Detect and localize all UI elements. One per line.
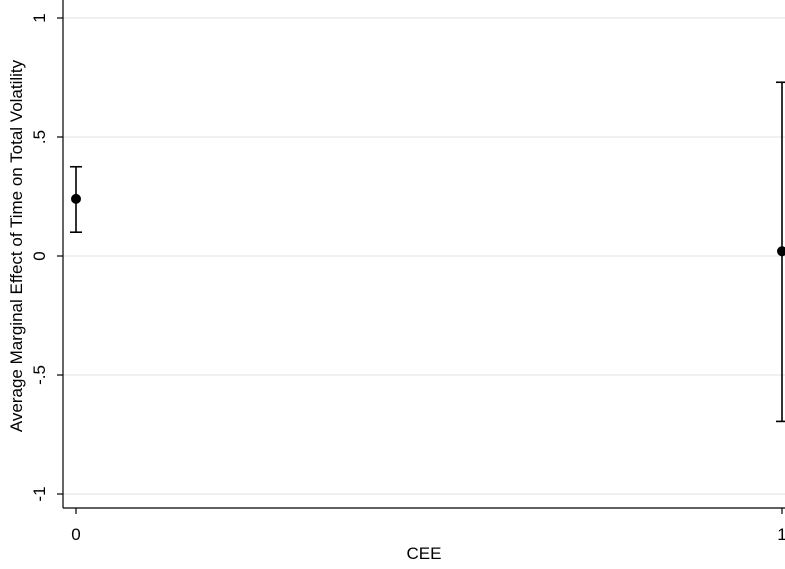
x-axis-title: CEE: [407, 544, 442, 563]
point-marker-0: [71, 193, 81, 204]
y-tick-label-1: -.5: [30, 365, 49, 385]
tick-labels: -1 -.5 0 .5 1 0 1: [30, 13, 785, 544]
y-tick-label-3: .5: [30, 130, 49, 144]
point-marker-1: [777, 246, 785, 257]
gridlines: [63, 17, 785, 495]
points: [71, 193, 785, 257]
x-tick-label-1: 1: [777, 525, 785, 544]
y-tick-label-4: 1: [30, 13, 49, 22]
axes: [57, 0, 785, 514]
y-axis-title: Average Marginal Effect of Time on Total…: [7, 59, 26, 432]
y-tick-label-2: 0: [30, 251, 49, 260]
y-tick-label-0: -1: [30, 486, 49, 501]
x-tick-label-0: 0: [71, 525, 80, 544]
